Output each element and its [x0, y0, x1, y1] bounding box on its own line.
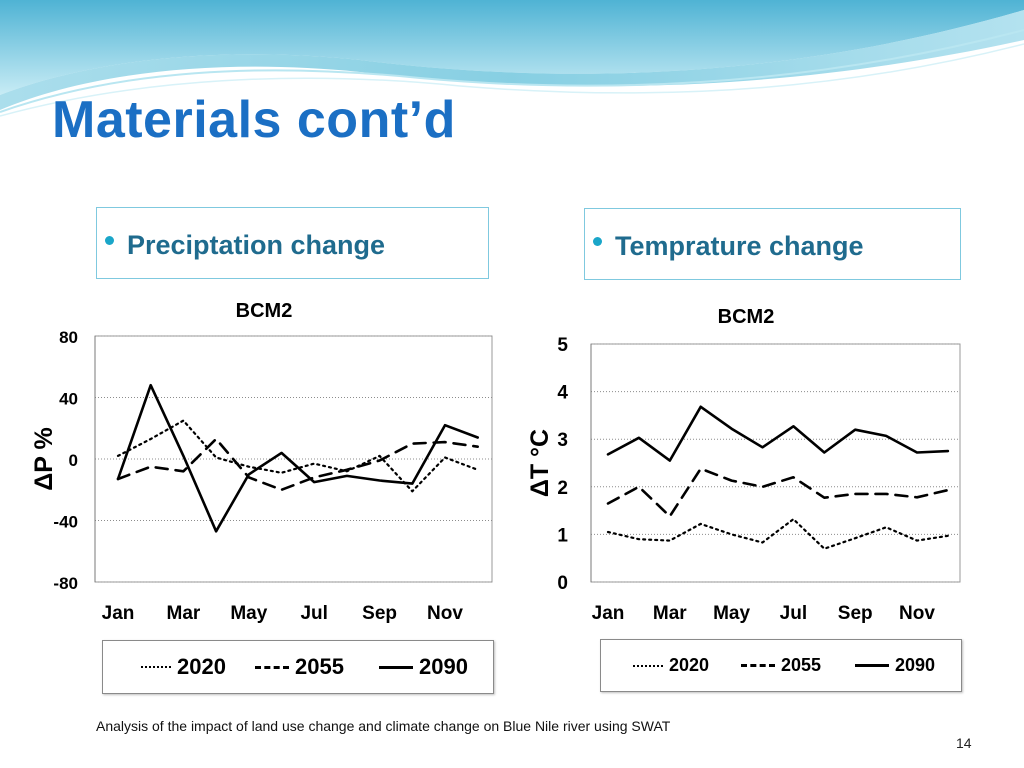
legend-item-2055: 2055 — [255, 641, 344, 693]
legend-label: 2090 — [419, 654, 468, 679]
legend-label: 2020 — [669, 655, 710, 675]
footnote: Analysis of the impact of land use chang… — [96, 718, 671, 734]
legend-item-2020: 2020 — [141, 641, 226, 693]
bullet-label-precipitation: Preciptation change — [127, 230, 386, 260]
legend-item-2055: 2055 — [741, 640, 821, 691]
x-tick-label: Nov — [427, 603, 463, 624]
legend-label: 2020 — [177, 654, 226, 679]
bullet-box-precipitation: Preciptation change — [96, 207, 489, 279]
header-wave — [0, 0, 1024, 117]
y-tick-label: 40 — [59, 390, 78, 409]
x-tick-label: Jul — [300, 603, 327, 624]
x-tick-label: Mar — [167, 603, 201, 624]
legend-swatch-dotted — [633, 664, 663, 667]
bullet-label-temperature: Temprature change — [615, 231, 864, 261]
x-tick-label: Sep — [362, 603, 397, 624]
legend-swatch-solid — [379, 665, 413, 669]
x-tick-label: May — [230, 603, 267, 624]
bullet-dot-icon — [105, 236, 114, 245]
series-line-2055 — [116, 437, 480, 492]
legend-swatch-solid — [855, 664, 889, 667]
chart-title: BCM2 — [236, 300, 293, 322]
x-tick-label: Jan — [102, 603, 135, 624]
y-tick-label: 0 — [69, 451, 78, 470]
legend-label: 2090 — [895, 655, 936, 675]
legend-swatch-dotted — [141, 666, 171, 668]
legend-swatch-dashed — [741, 664, 775, 667]
legend-label: 2055 — [295, 654, 344, 679]
legend-swatch-dashed — [255, 665, 289, 669]
legend-item-2020: 2020 — [633, 640, 709, 691]
y-tick-label: -80 — [53, 574, 78, 593]
y-tick-label: 80 — [59, 328, 78, 347]
y-axis-label: ΔP % — [30, 427, 58, 490]
legend-temperature: 2020 2055 2090 — [600, 639, 962, 692]
legend-precipitation: 2020 2055 2090 — [102, 640, 494, 694]
bullet-box-temperature: Temprature change — [584, 208, 961, 280]
series-line-2020 — [116, 419, 479, 493]
legend-label: 2055 — [781, 655, 822, 675]
slide-title: Materials cont’d — [52, 91, 456, 149]
page-number: 14 — [956, 735, 972, 751]
bullet-dot-icon — [593, 237, 602, 246]
legend-item-2090: 2090 — [379, 641, 468, 693]
y-tick-label: -40 — [53, 513, 78, 532]
series-line-2090 — [116, 383, 480, 533]
legend-item-2090: 2090 — [855, 640, 935, 691]
